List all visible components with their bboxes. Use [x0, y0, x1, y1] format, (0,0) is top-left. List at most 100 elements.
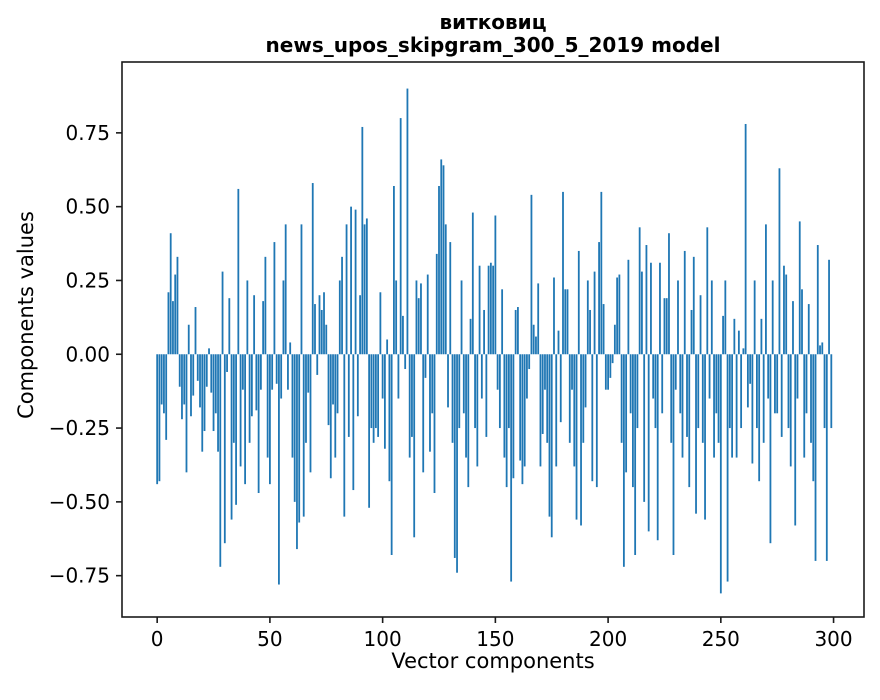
bar	[688, 354, 691, 488]
bar	[557, 330, 560, 355]
bar	[368, 354, 371, 508]
bar	[816, 245, 819, 355]
bar	[805, 354, 808, 414]
bar	[226, 354, 228, 372]
y-tick-label: 0.00	[65, 342, 110, 366]
bar	[656, 354, 659, 541]
bar	[167, 292, 170, 355]
bar	[753, 280, 756, 355]
bar	[217, 354, 219, 452]
bar	[483, 309, 485, 355]
bar	[616, 277, 619, 355]
bar	[316, 354, 319, 375]
bar	[719, 354, 722, 594]
bar	[438, 185, 440, 355]
bar	[780, 354, 783, 437]
bar	[798, 221, 801, 355]
chart-title-line1: витковиц	[439, 10, 546, 34]
bar	[408, 354, 411, 458]
bar	[683, 250, 686, 355]
bar	[535, 336, 537, 355]
bar	[415, 280, 418, 355]
bar	[677, 280, 679, 355]
bar	[600, 191, 603, 355]
bar	[810, 354, 812, 443]
y-tick-label: −0.50	[49, 490, 110, 514]
bar	[426, 274, 429, 355]
bar	[823, 354, 826, 429]
bar	[393, 185, 395, 355]
bar	[208, 348, 210, 355]
bar	[575, 354, 578, 520]
bar	[239, 354, 242, 467]
bar	[424, 354, 427, 378]
bar	[629, 354, 632, 414]
bar	[492, 265, 495, 355]
bar	[237, 188, 240, 355]
bar	[219, 354, 222, 567]
bar	[338, 280, 341, 355]
y-axis-ticks: 0.75 0.50 0.25 0.00 −0.25 −0.50 −0.75	[49, 121, 122, 588]
bar	[751, 354, 754, 464]
bar	[697, 354, 700, 429]
bar	[771, 280, 774, 355]
bar	[584, 354, 587, 408]
bar	[796, 354, 799, 399]
bar	[701, 354, 704, 443]
bar	[625, 354, 628, 473]
bar	[690, 309, 693, 355]
bar	[325, 324, 328, 355]
bar	[523, 354, 526, 467]
bar	[320, 309, 323, 355]
bar	[203, 354, 206, 432]
bar	[420, 283, 422, 355]
y-tick-label: 0.50	[65, 195, 110, 219]
bar	[354, 209, 357, 355]
bar	[792, 301, 794, 355]
bar	[199, 354, 201, 408]
bar	[686, 354, 688, 437]
x-tick-label: 50	[257, 627, 282, 651]
bar	[433, 354, 436, 494]
bar	[363, 224, 366, 355]
bar	[334, 354, 337, 458]
bar	[460, 280, 463, 355]
bar	[559, 354, 562, 423]
bar	[769, 354, 772, 544]
bar	[341, 256, 343, 355]
bar	[440, 159, 443, 355]
bar	[230, 354, 233, 520]
bar	[447, 354, 449, 408]
bar	[465, 354, 467, 458]
bar	[632, 354, 634, 488]
bar	[613, 324, 616, 355]
bar	[801, 289, 803, 355]
bar	[618, 274, 621, 355]
bar	[564, 289, 567, 355]
bar	[670, 354, 673, 443]
y-tick-label: 0.75	[65, 121, 110, 145]
x-tick-label: 300	[814, 627, 852, 651]
bar	[573, 354, 576, 467]
bar	[280, 354, 283, 399]
bar	[717, 354, 720, 443]
bar	[178, 354, 181, 387]
bar	[309, 354, 312, 473]
bar	[298, 354, 301, 523]
bar	[196, 354, 199, 381]
bar	[519, 354, 522, 461]
bar	[695, 354, 697, 514]
bar	[386, 339, 389, 355]
x-tick-label: 200	[589, 627, 627, 651]
y-tick-label: −0.25	[49, 416, 110, 440]
bar	[512, 354, 515, 479]
bar	[663, 298, 666, 355]
bar	[169, 233, 172, 355]
bar	[778, 168, 781, 355]
bar	[478, 265, 481, 355]
bar	[302, 354, 305, 517]
bar	[271, 354, 274, 390]
bar	[399, 118, 402, 355]
bar	[737, 330, 740, 355]
bar	[250, 354, 253, 417]
